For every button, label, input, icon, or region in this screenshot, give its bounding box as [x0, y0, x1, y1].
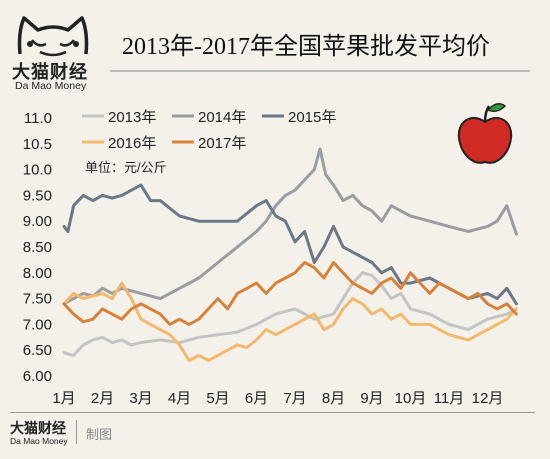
brand-logo-cat-icon — [17, 16, 89, 57]
x-axis: 1月 2月 3月 4月 5月 6月 7月 8月 9月 10月 11月 12月 — [52, 390, 503, 407]
y-tick-label: 8.50 — [23, 239, 52, 256]
legend-label: 2014年 — [198, 109, 246, 126]
x-tick-label: 7月 — [283, 390, 306, 407]
legend-label: 2013年 — [108, 109, 156, 126]
brand-name-en: Da Mao Money — [15, 80, 87, 92]
series-lines — [62, 147, 518, 362]
y-axis: 11.0 10.5 10.0 9.50 9.00 8.50 8.00 7.50 7.00 6.50… — [23, 110, 52, 385]
chart-title: 2013年-2017年全国苹果批发平均价 — [122, 34, 490, 60]
y-tick-label: 10.5 — [23, 136, 52, 153]
legend-label: 2017年 — [198, 135, 246, 152]
x-tick-label: 10月 — [395, 390, 427, 407]
x-tick-label: 3月 — [129, 390, 152, 407]
title-divider — [110, 70, 530, 72]
footer-separator — [76, 420, 77, 444]
footer-brand-en: Da Mao Money — [10, 436, 68, 446]
y-tick-label: 7.50 — [23, 291, 52, 308]
y-tick-label: 7.00 — [23, 316, 52, 333]
y-tick-label: 6.50 — [23, 342, 52, 359]
y-tick-label: 8.00 — [23, 265, 52, 282]
y-tick-label: 11.0 — [24, 110, 52, 127]
series-line — [62, 183, 518, 306]
y-tick-label: 9.00 — [23, 213, 52, 230]
brand-name-cn: 大猫财经 — [12, 62, 88, 82]
x-tick-label: 6月 — [245, 390, 268, 407]
footer-credit: 制图 — [86, 427, 113, 442]
x-tick-label: 2月 — [91, 390, 114, 407]
legend-label: 2015年 — [288, 109, 336, 126]
x-tick-label: 8月 — [322, 390, 345, 407]
x-tick-label: 5月 — [206, 390, 229, 407]
legend-label: 2016年 — [108, 135, 156, 152]
y-tick-label: 6.00 — [23, 368, 52, 385]
legend: 2013年 2014年 2015年 2016年 2017年 — [82, 109, 336, 152]
footer-brand-cn: 大猫财经 — [10, 420, 66, 436]
y-tick-label: 9.50 — [23, 187, 52, 204]
x-tick-label: 11月 — [434, 390, 465, 407]
x-tick-label: 1月 — [52, 390, 75, 407]
x-tick-label: 4月 — [168, 390, 191, 407]
x-tick-label: 9月 — [360, 390, 383, 407]
series-line — [62, 261, 518, 326]
y-tick-label: 10.0 — [23, 162, 52, 179]
unit-label: 单位：元/公斤 — [85, 160, 167, 175]
series-line — [62, 281, 518, 362]
footer-divider — [10, 412, 535, 413]
apple-icon — [457, 103, 513, 164]
x-tick-label: 12月 — [472, 390, 504, 407]
series-line — [62, 271, 518, 357]
